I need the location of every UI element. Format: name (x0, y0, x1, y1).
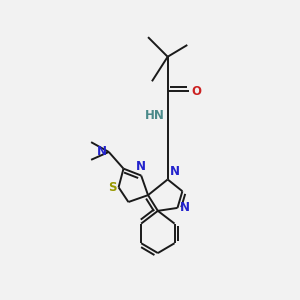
Text: HN: HN (145, 109, 165, 122)
Text: N: N (169, 166, 180, 178)
Text: N: N (179, 201, 189, 214)
Text: N: N (136, 160, 146, 172)
Text: O: O (191, 85, 201, 98)
Text: N: N (97, 146, 107, 158)
Text: S: S (108, 181, 117, 194)
